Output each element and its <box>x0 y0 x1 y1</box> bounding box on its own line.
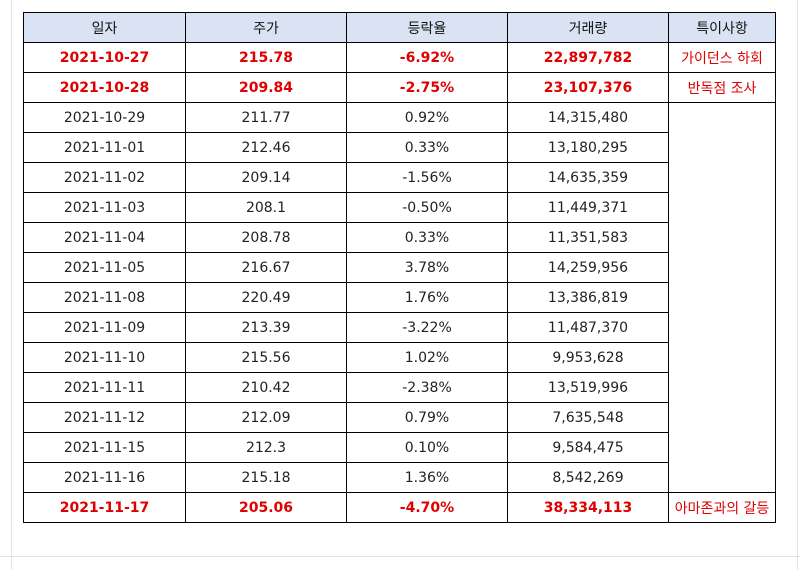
cell-price[interactable]: 212.3 <box>185 432 347 463</box>
cell-change[interactable]: 1.02% <box>346 342 508 373</box>
cell-change[interactable]: 0.79% <box>346 402 508 433</box>
cell-date[interactable]: 2021-11-04 <box>23 222 186 253</box>
table-row: 2021-10-29 211.77 0.92% 14,315,480 <box>23 102 776 493</box>
cell-volume[interactable]: 9,953,628 <box>507 342 669 373</box>
header-row: 일자 주가 등락율 거래량 특이사항 <box>23 12 776 43</box>
cell-change[interactable]: -0.50% <box>346 192 508 223</box>
cell-price[interactable]: 208.78 <box>185 222 347 253</box>
cell-change[interactable]: 0.92% <box>346 102 508 133</box>
cell-price[interactable]: 215.56 <box>185 342 347 373</box>
cell-price[interactable]: 215.78 <box>185 42 347 73</box>
cell-volume[interactable]: 11,487,370 <box>507 312 669 343</box>
cell-price[interactable]: 212.09 <box>185 402 347 433</box>
gridline <box>797 0 798 570</box>
gridline <box>0 556 800 557</box>
cell-price[interactable]: 209.14 <box>185 162 347 193</box>
table-row: 2021-11-11 210.42 -2.38% 13,519,996 <box>23 372 776 403</box>
table-row: 2021-10-28 209.84 -2.75% 23,107,376 반독점 조사 <box>23 72 776 103</box>
cell-price[interactable]: 208.1 <box>185 192 347 223</box>
cell-price[interactable]: 209.84 <box>185 72 347 103</box>
cell-change[interactable]: -6.92% <box>346 42 508 73</box>
cell-price[interactable]: 215.18 <box>185 462 347 493</box>
table-row: 2021-11-09 213.39 -3.22% 11,487,370 <box>23 312 776 343</box>
cell-date[interactable]: 2021-11-05 <box>23 252 186 283</box>
cell-price[interactable]: 210.42 <box>185 372 347 403</box>
cell-volume[interactable]: 13,519,996 <box>507 372 669 403</box>
table-row: 2021-11-04 208.78 0.33% 11,351,583 <box>23 222 776 253</box>
cell-volume[interactable]: 11,351,583 <box>507 222 669 253</box>
cell-date[interactable]: 2021-11-17 <box>23 492 186 523</box>
cell-volume[interactable]: 11,449,371 <box>507 192 669 223</box>
table-row: 2021-11-05 216.67 3.78% 14,259,956 <box>23 252 776 283</box>
header-price[interactable]: 주가 <box>185 12 347 43</box>
cell-date[interactable]: 2021-11-08 <box>23 282 186 313</box>
cell-volume[interactable]: 14,259,956 <box>507 252 669 283</box>
table-row: 2021-11-10 215.56 1.02% 9,953,628 <box>23 342 776 373</box>
table-row: 2021-10-27 215.78 -6.92% 22,897,782 가이던스 하회 <box>23 42 776 73</box>
cell-volume[interactable]: 22,897,782 <box>507 42 669 73</box>
cell-date[interactable]: 2021-10-27 <box>23 42 186 73</box>
cell-volume[interactable]: 9,584,475 <box>507 432 669 463</box>
header-date[interactable]: 일자 <box>23 12 186 43</box>
cell-change[interactable]: -2.38% <box>346 372 508 403</box>
stock-table: 일자 주가 등락율 거래량 특이사항 2021-10-27 215.78 -6.92… <box>23 12 776 523</box>
cell-change[interactable]: -3.22% <box>346 312 508 343</box>
cell-volume[interactable]: 14,315,480 <box>507 102 669 133</box>
cell-date[interactable]: 2021-11-10 <box>23 342 186 373</box>
header-note[interactable]: 특이사항 <box>668 12 776 43</box>
cell-date[interactable]: 2021-11-11 <box>23 372 186 403</box>
cell-date[interactable]: 2021-11-01 <box>23 132 186 163</box>
cell-price[interactable]: 212.46 <box>185 132 347 163</box>
table-row: 2021-11-01 212.46 0.33% 13,180,295 <box>23 132 776 163</box>
cell-date[interactable]: 2021-11-03 <box>23 192 186 223</box>
cell-change[interactable]: -4.70% <box>346 492 508 523</box>
cell-change[interactable]: -2.75% <box>346 72 508 103</box>
header-change[interactable]: 등락율 <box>346 12 508 43</box>
table-row: 2021-11-03 208.1 -0.50% 11,449,371 <box>23 192 776 223</box>
cell-change[interactable]: -1.56% <box>346 162 508 193</box>
gridline <box>11 0 12 570</box>
cell-date[interactable]: 2021-11-15 <box>23 432 186 463</box>
cell-volume[interactable]: 13,180,295 <box>507 132 669 163</box>
cell-price[interactable]: 211.77 <box>185 102 347 133</box>
cell-change[interactable]: 1.76% <box>346 282 508 313</box>
cell-price[interactable]: 213.39 <box>185 312 347 343</box>
cell-date[interactable]: 2021-10-28 <box>23 72 186 103</box>
cell-price[interactable]: 216.67 <box>185 252 347 283</box>
cell-volume[interactable]: 23,107,376 <box>507 72 669 103</box>
cell-change[interactable]: 0.10% <box>346 432 508 463</box>
cell-date[interactable]: 2021-11-09 <box>23 312 186 343</box>
table-row: 2021-11-12 212.09 0.79% 7,635,548 <box>23 402 776 433</box>
cell-note[interactable]: 아마존과의 갈등 <box>668 492 776 523</box>
cell-date[interactable]: 2021-11-02 <box>23 162 186 193</box>
cell-date[interactable]: 2021-11-16 <box>23 462 186 493</box>
table-row: 2021-11-02 209.14 -1.56% 14,635,359 <box>23 162 776 193</box>
cell-change[interactable]: 3.78% <box>346 252 508 283</box>
cell-change[interactable]: 0.33% <box>346 222 508 253</box>
table-row: 2021-11-15 212.3 0.10% 9,584,475 <box>23 432 776 463</box>
cell-change[interactable]: 0.33% <box>346 132 508 163</box>
cell-volume[interactable]: 8,542,269 <box>507 462 669 493</box>
cell-volume[interactable]: 38,334,113 <box>507 492 669 523</box>
cell-volume[interactable]: 7,635,548 <box>507 402 669 433</box>
table-row: 2021-11-08 220.49 1.76% 13,386,819 <box>23 282 776 313</box>
cell-price[interactable]: 205.06 <box>185 492 347 523</box>
cell-date[interactable]: 2021-10-29 <box>23 102 186 133</box>
cell-change[interactable]: 1.36% <box>346 462 508 493</box>
table-row: 2021-11-17 205.06 -4.70% 38,334,113 아마존과의 갈등 <box>23 492 776 523</box>
table-row: 2021-11-16 215.18 1.36% 8,542,269 <box>23 462 776 493</box>
cell-price[interactable]: 220.49 <box>185 282 347 313</box>
cell-note-merged[interactable] <box>668 102 776 493</box>
cell-volume[interactable]: 14,635,359 <box>507 162 669 193</box>
cell-note[interactable]: 가이던스 하회 <box>668 42 776 73</box>
cell-date[interactable]: 2021-11-12 <box>23 402 186 433</box>
header-volume[interactable]: 거래량 <box>507 12 669 43</box>
cell-note[interactable]: 반독점 조사 <box>668 72 776 103</box>
cell-volume[interactable]: 13,386,819 <box>507 282 669 313</box>
